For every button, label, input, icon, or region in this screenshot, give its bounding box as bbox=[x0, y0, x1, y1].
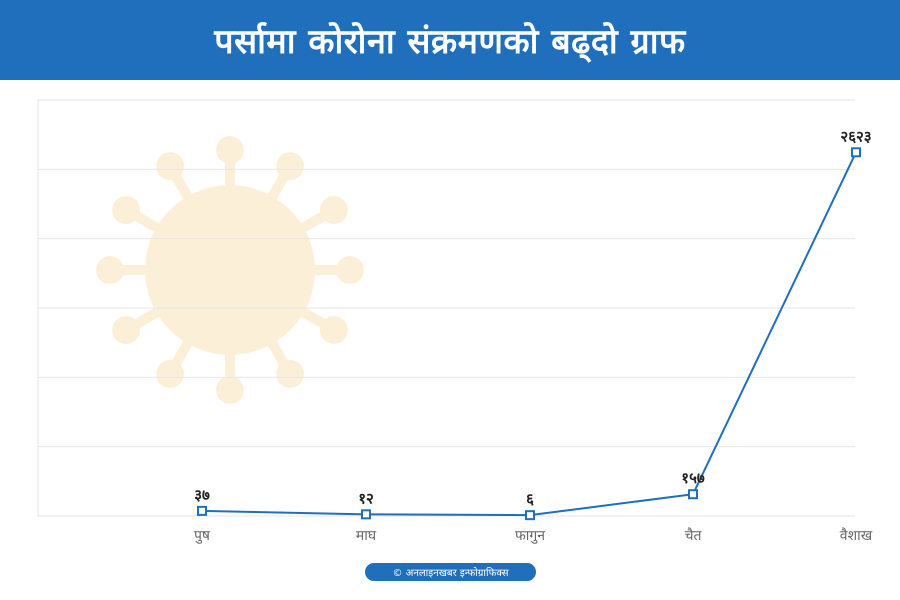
x-tick-label: चैत bbox=[685, 527, 703, 544]
data-point bbox=[851, 147, 861, 158]
virus-icon bbox=[96, 136, 364, 404]
data-point bbox=[361, 509, 371, 520]
virus-icon-knob bbox=[276, 359, 304, 388]
virus-icon-knob bbox=[216, 376, 244, 404]
x-tick-labels: पुष माघ फागुन चैत वैशाख bbox=[194, 527, 873, 544]
x-tick-label: फागुन bbox=[515, 528, 545, 544]
virus-icon-knob bbox=[112, 196, 141, 224]
data-points bbox=[197, 147, 861, 521]
data-label: ६ bbox=[526, 490, 534, 508]
title-banner: पर्सामा कोरोना संक्रमणको बढ्दो ग्राफ bbox=[0, 0, 900, 80]
virus-icon-knob bbox=[156, 359, 184, 388]
data-labels: ३७ १२ ६ १५७ २६२३ bbox=[194, 127, 871, 508]
data-label: २६२३ bbox=[840, 127, 871, 145]
credit-badge: © अनलाइनखबर इन्फोग्राफिक्स bbox=[365, 563, 536, 581]
data-label: १५७ bbox=[681, 469, 705, 487]
data-point bbox=[688, 489, 698, 500]
data-point bbox=[525, 510, 535, 521]
virus-icon-knob bbox=[96, 256, 124, 284]
x-tick-label: पुष bbox=[194, 528, 211, 544]
credit-text: © अनलाइनखबर इन्फोग्राफिक्स bbox=[392, 568, 509, 579]
virus-icon-knob bbox=[112, 316, 141, 344]
x-tick-label: माघ bbox=[356, 528, 377, 544]
virus-icon-body bbox=[145, 185, 315, 355]
x-tick-label: वैशाख bbox=[840, 527, 873, 544]
data-label: ३७ bbox=[194, 486, 210, 504]
virus-icon-knob bbox=[319, 196, 348, 224]
virus-icon-knob bbox=[336, 256, 364, 284]
series-line-group bbox=[201, 151, 857, 517]
series-line bbox=[201, 151, 857, 517]
grid-lines bbox=[37, 99, 855, 517]
virus-icon-knob bbox=[216, 136, 244, 164]
data-point bbox=[197, 505, 207, 516]
virus-icon-knob bbox=[156, 152, 184, 181]
chart-title: पर्सामा कोरोना संक्रमणको बढ्दो ग्राफ bbox=[214, 22, 686, 62]
data-label: १२ bbox=[358, 489, 374, 507]
virus-icon-knob bbox=[319, 316, 348, 344]
virus-icon-knob bbox=[276, 152, 304, 181]
